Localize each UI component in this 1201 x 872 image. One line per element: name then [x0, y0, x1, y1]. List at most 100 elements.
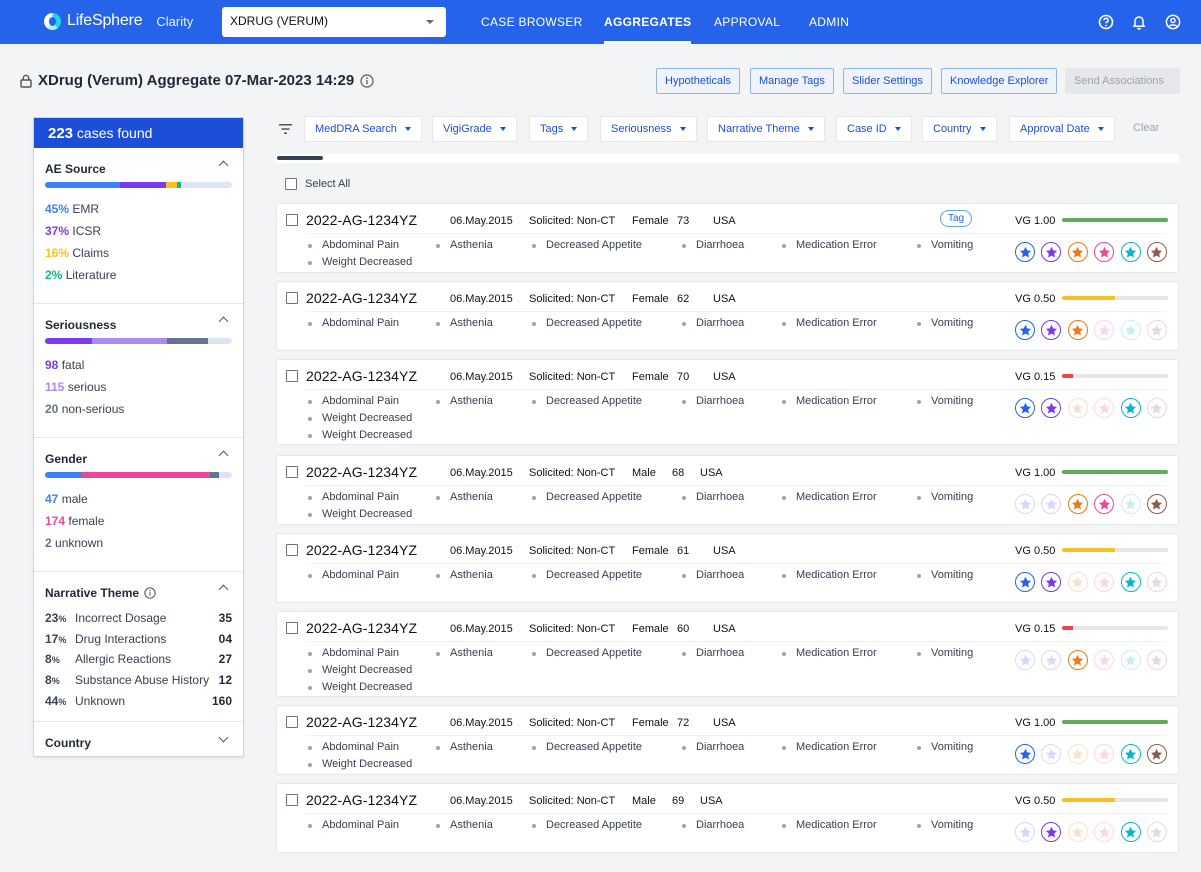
star-icon[interactable] [1120, 398, 1141, 418]
send-associations-button[interactable]: Send Associations [1065, 68, 1180, 94]
star-icon[interactable] [1146, 822, 1167, 842]
case-id[interactable]: 2022-AG-1234YZ [306, 464, 418, 480]
star-icon[interactable] [1120, 822, 1141, 842]
star-icon[interactable] [1041, 650, 1062, 670]
nav-case-browser[interactable]: CASE BROWSER [481, 15, 583, 29]
narrative-theme-row[interactable]: 8% Substance Abuse History 12 [45, 670, 232, 691]
scrollbar-thumb[interactable] [277, 156, 323, 160]
star-icon[interactable] [1067, 242, 1088, 262]
star-icon[interactable] [1067, 572, 1088, 592]
app-logo[interactable]: LifeSphere Clarity [44, 12, 193, 30]
star-icon[interactable] [1120, 494, 1141, 514]
nav-admin[interactable]: ADMIN [809, 15, 850, 29]
select-all[interactable]: Select All [285, 178, 350, 190]
case-card[interactable]: 2022-AG-1234YZ 06.May.2015 Solicited: Non-… [276, 783, 1179, 853]
star-icon[interactable] [1094, 398, 1115, 418]
case-checkbox[interactable] [286, 716, 298, 728]
horizontal-scrollbar[interactable] [276, 154, 1179, 163]
case-id[interactable]: 2022-AG-1234YZ [306, 290, 418, 306]
star-icon[interactable] [1120, 242, 1141, 262]
star-icon[interactable] [1146, 494, 1167, 514]
case-id[interactable]: 2022-AG-1234YZ [306, 792, 418, 808]
country-section[interactable]: Country [34, 722, 243, 756]
ae-source-emr[interactable]: 45% EMR [45, 202, 232, 216]
star-icon[interactable] [1041, 398, 1062, 418]
info-icon[interactable] [360, 73, 374, 88]
star-icon[interactable] [1015, 822, 1035, 842]
star-icon[interactable] [1041, 744, 1062, 764]
star-icon[interactable] [1067, 320, 1088, 340]
narrative-theme-row[interactable]: 8% Allergic Reactions 27 [45, 649, 232, 670]
filter-country[interactable]: Country [922, 116, 997, 142]
case-card[interactable]: 2022-AG-1234YZ 06.May.2015 Solicited: Non-… [276, 203, 1179, 273]
tag-badge[interactable]: Tag [940, 210, 973, 227]
star-icon[interactable] [1120, 650, 1141, 670]
star-icon[interactable] [1041, 572, 1062, 592]
filter-meddra-search[interactable]: MedDRA Search [304, 116, 422, 142]
gender-unknown[interactable]: 2 unknown [45, 536, 232, 550]
star-icon[interactable] [1015, 320, 1035, 340]
star-icon[interactable] [1015, 650, 1035, 670]
star-icon[interactable] [1067, 494, 1088, 514]
gender-male[interactable]: 47 male [45, 492, 232, 506]
nav-approval[interactable]: APPROVAL [714, 15, 781, 29]
case-card[interactable]: 2022-AG-1234YZ 06.May.2015 Solicited: Non-… [276, 611, 1179, 697]
case-checkbox[interactable] [286, 622, 298, 634]
gender-female[interactable]: 174 female [45, 514, 232, 528]
ae-source-literature[interactable]: 2% Literature [45, 268, 232, 282]
knowledge-explorer-button[interactable]: Knowledge Explorer [941, 68, 1058, 94]
case-id[interactable]: 2022-AG-1234YZ [306, 368, 418, 384]
star-icon[interactable] [1094, 320, 1115, 340]
ae-source-icsr[interactable]: 37% ICSR [45, 224, 232, 238]
filter-vigigrade[interactable]: VigiGrade [432, 116, 517, 142]
user-account-icon[interactable] [1165, 14, 1181, 30]
seriousness-non-serious[interactable]: 20 non-serious [45, 402, 232, 416]
star-icon[interactable] [1120, 744, 1141, 764]
star-icon[interactable] [1041, 242, 1062, 262]
star-icon[interactable] [1015, 242, 1035, 262]
star-icon[interactable] [1067, 398, 1088, 418]
star-icon[interactable] [1146, 744, 1167, 764]
case-checkbox[interactable] [286, 292, 298, 304]
star-icon[interactable] [1041, 320, 1062, 340]
star-icon[interactable] [1120, 320, 1141, 340]
star-icon[interactable] [1146, 398, 1167, 418]
clear-filters-link[interactable]: Clear [1133, 122, 1160, 134]
star-icon[interactable] [1067, 744, 1088, 764]
info-icon[interactable] [144, 587, 156, 599]
star-icon[interactable] [1015, 744, 1035, 764]
manage-tags-button[interactable]: Manage Tags [750, 68, 834, 94]
narrative-theme-row[interactable]: 17% Drug Interactions 04 [45, 629, 232, 650]
star-icon[interactable] [1067, 650, 1088, 670]
star-icon[interactable] [1015, 572, 1035, 592]
help-icon[interactable] [1098, 14, 1114, 30]
narrative-theme-row[interactable]: 44% Unknown 160 [45, 690, 232, 711]
star-icon[interactable] [1015, 494, 1035, 514]
product-dropdown[interactable]: XDRUG (VERUM) [222, 7, 446, 37]
case-checkbox[interactable] [286, 370, 298, 382]
star-icon[interactable] [1094, 650, 1115, 670]
case-checkbox[interactable] [286, 466, 298, 478]
bell-icon[interactable] [1131, 14, 1147, 30]
filter-seriousness[interactable]: Seriousness [600, 116, 697, 142]
star-icon[interactable] [1015, 398, 1035, 418]
filter-tags[interactable]: Tags [529, 116, 589, 142]
star-icon[interactable] [1094, 572, 1115, 592]
case-card[interactable]: 2022-AG-1234YZ 06.May.2015 Solicited: Non-… [276, 359, 1179, 445]
ae-source-claims[interactable]: 16% Claims [45, 246, 232, 260]
seriousness-fatal[interactable]: 98 fatal [45, 358, 232, 372]
case-card[interactable]: 2022-AG-1234YZ 06.May.2015 Solicited: Non-… [276, 533, 1179, 603]
case-card[interactable]: 2022-AG-1234YZ 06.May.2015 Solicited: Non-… [276, 455, 1179, 525]
star-icon[interactable] [1094, 494, 1115, 514]
case-card[interactable]: 2022-AG-1234YZ 06.May.2015 Solicited: Non-… [276, 705, 1179, 775]
star-icon[interactable] [1146, 650, 1167, 670]
star-icon[interactable] [1094, 822, 1115, 842]
star-icon[interactable] [1146, 320, 1167, 340]
star-icon[interactable] [1120, 572, 1141, 592]
filter-approval-date[interactable]: Approval Date [1009, 116, 1115, 142]
filter-narrative-theme[interactable]: Narrative Theme [707, 116, 825, 142]
star-icon[interactable] [1094, 242, 1115, 262]
case-checkbox[interactable] [286, 544, 298, 556]
case-checkbox[interactable] [286, 794, 298, 806]
hypotheticals-button[interactable]: Hypotheticals [656, 68, 741, 94]
